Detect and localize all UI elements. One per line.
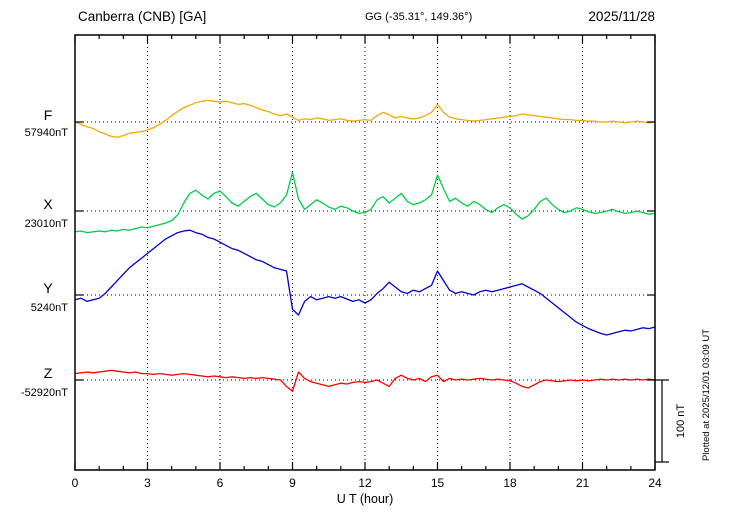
geographic-coords: GG (-35.31°, 149.36°) xyxy=(365,11,472,23)
x-tick-label: 24 xyxy=(648,476,662,490)
channel-base-f: 57940nT xyxy=(25,127,69,139)
plot-border xyxy=(74,34,656,471)
plotted-at-text: Plotted at 2025/12/01 03:09 UT xyxy=(701,329,712,461)
channel-label-f: F xyxy=(44,107,53,123)
x-tick-label: 15 xyxy=(431,476,445,490)
x-tick-label: 0 xyxy=(72,476,79,490)
channel-label-y: Y xyxy=(43,280,53,296)
x-tick-label: 18 xyxy=(503,476,517,490)
trace-X xyxy=(74,171,656,234)
x-tick-label: 12 xyxy=(358,476,372,490)
plot-date: 2025/11/28 xyxy=(588,9,655,24)
x-tick-label: 9 xyxy=(289,476,296,490)
gridlines-layer xyxy=(75,35,655,470)
x-tick-label: 6 xyxy=(217,476,224,490)
channel-label-z: Z xyxy=(44,365,53,381)
station-title: Canberra (CNB) [GA] xyxy=(78,9,206,24)
channel-base-y: 5240nT xyxy=(31,302,69,314)
trace-Z xyxy=(74,369,656,392)
channel-label-x: X xyxy=(43,196,53,212)
x-axis-label: U T (hour) xyxy=(337,492,394,506)
trace-Y xyxy=(74,229,656,336)
axis-ticks-layer xyxy=(74,35,656,470)
scale-bar-label: 100 nT xyxy=(675,404,687,439)
x-tick-labels-layer: 0 3 6 9 12 15 18 21 24 xyxy=(72,476,662,490)
channel-base-z: -52920nT xyxy=(21,387,68,399)
x-tick-label: 3 xyxy=(144,476,151,490)
x-tick-label: 21 xyxy=(576,476,590,490)
scale-bar: 100 nT xyxy=(655,379,687,463)
traces-layer xyxy=(74,99,656,392)
channel-base-x: 23010nT xyxy=(25,218,69,230)
trace-F xyxy=(74,99,656,138)
